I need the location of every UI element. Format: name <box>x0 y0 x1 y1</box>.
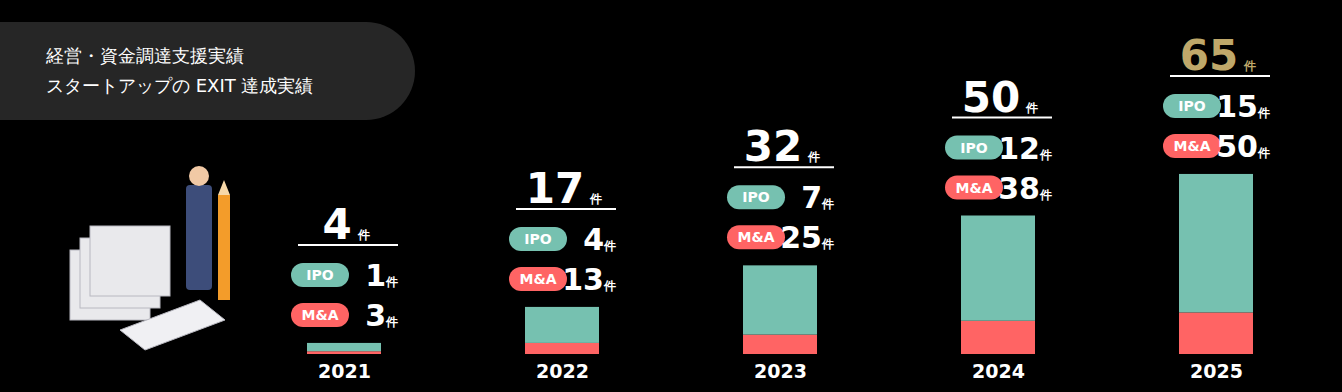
svg-text:38: 38 <box>998 171 1040 206</box>
svg-text:M&A: M&A <box>738 229 775 245</box>
svg-text:件: 件 <box>603 239 616 253</box>
svg-text:件: 件 <box>1257 146 1270 160</box>
svg-text:M&A: M&A <box>956 180 993 196</box>
svg-text:件: 件 <box>821 237 834 251</box>
svg-text:15: 15 <box>1216 89 1258 124</box>
svg-text:M&A: M&A <box>520 271 557 287</box>
svg-text:50: 50 <box>1216 129 1258 164</box>
svg-text:IPO: IPO <box>306 267 333 283</box>
svg-text:2023: 2023 <box>754 360 807 382</box>
svg-text:件: 件 <box>821 197 834 211</box>
svg-text:IPO: IPO <box>960 140 987 156</box>
svg-text:M&A: M&A <box>1174 138 1211 154</box>
svg-text:13: 13 <box>562 262 604 297</box>
svg-text:2022: 2022 <box>536 360 589 382</box>
html-text:経営・資金調達支援実績: 経営・資金調達支援実績 <box>46 45 244 66</box>
svg-text:4件: 4件 <box>322 200 369 249</box>
svg-text:IPO: IPO <box>524 231 551 247</box>
svg-text:M&A: M&A <box>302 307 339 323</box>
svg-text:IPO: IPO <box>1178 98 1205 114</box>
svg-text:件: 件 <box>1257 106 1270 120</box>
svg-text:件: 件 <box>385 315 398 329</box>
svg-text:3: 3 <box>365 298 386 333</box>
svg-text:2024: 2024 <box>972 360 1025 382</box>
svg-text:IPO: IPO <box>742 189 769 205</box>
svg-text:件: 件 <box>1039 188 1052 202</box>
svg-text:1: 1 <box>365 258 386 293</box>
svg-text:12: 12 <box>998 131 1040 166</box>
svg-text:件: 件 <box>1039 148 1052 162</box>
svg-text:32件: 32件 <box>744 122 820 171</box>
svg-text:2025: 2025 <box>1190 360 1243 382</box>
svg-text:件: 件 <box>385 275 398 289</box>
svg-text:2021: 2021 <box>318 360 371 382</box>
html-text:スタートアップの EXIT 達成実績: スタートアップの EXIT 達成実績 <box>46 75 314 96</box>
svg-text:17件: 17件 <box>526 164 602 213</box>
svg-text:件: 件 <box>603 279 616 293</box>
svg-text:50件: 50件 <box>962 73 1038 122</box>
svg-text:65件: 65件 <box>1180 31 1256 80</box>
svg-text:25: 25 <box>780 220 822 255</box>
svg-text:7: 7 <box>801 180 822 215</box>
svg-text:4: 4 <box>583 222 604 257</box>
